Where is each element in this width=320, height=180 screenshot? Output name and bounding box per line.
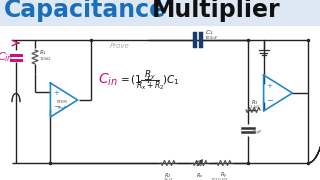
Text: ProP: ProP	[58, 106, 66, 110]
Text: $R_x$: $R_x$	[196, 171, 204, 180]
Text: −: −	[267, 96, 274, 105]
Text: Capacitance: Capacitance	[4, 0, 166, 22]
Text: $)C_1$: $)C_1$	[162, 73, 179, 87]
Text: −: −	[53, 102, 60, 111]
Text: STEM: STEM	[57, 100, 68, 104]
FancyBboxPatch shape	[0, 0, 320, 26]
Text: +: +	[267, 83, 272, 89]
Text: $=(1+$: $=(1+$	[118, 73, 153, 87]
Text: $R_1$: $R_1$	[39, 49, 47, 57]
Text: +: +	[53, 90, 59, 96]
Text: 100nF: 100nF	[205, 36, 219, 40]
Text: $R_y$: $R_y$	[144, 68, 156, 82]
Text: 1 kΩ: 1 kΩ	[250, 105, 260, 109]
Text: $C_{in}$: $C_{in}$	[98, 72, 118, 88]
FancyBboxPatch shape	[0, 26, 320, 180]
Text: $C_{in}$: $C_{in}$	[0, 50, 13, 64]
Text: $R_y$: $R_y$	[220, 171, 228, 180]
Text: 10pF: 10pF	[252, 130, 263, 134]
Text: Multiplier: Multiplier	[152, 0, 281, 22]
Text: $R_x+R_2$: $R_x+R_2$	[136, 79, 164, 92]
Text: $P$ 10 kΩ: $P$ 10 kΩ	[211, 176, 229, 180]
Text: $10k\Omega$: $10k\Omega$	[39, 55, 52, 62]
Text: $R_3$: $R_3$	[251, 99, 259, 107]
Text: $1k\Omega$: $1k\Omega$	[163, 176, 173, 180]
Text: $R_2$: $R_2$	[164, 171, 172, 180]
Text: $C_1$: $C_1$	[205, 29, 214, 37]
Text: Prove: Prove	[110, 43, 130, 49]
